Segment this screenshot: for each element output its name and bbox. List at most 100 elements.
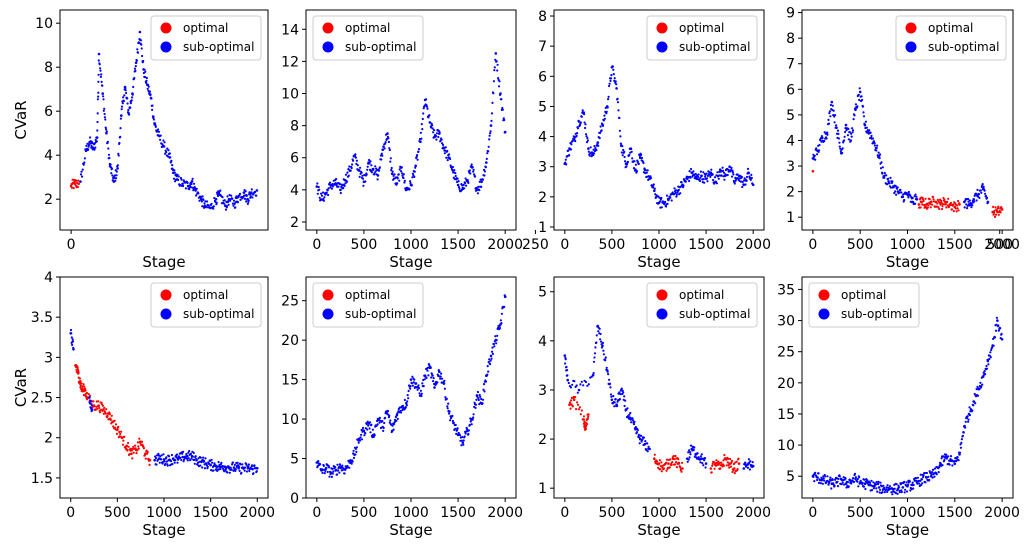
data-point: [839, 150, 842, 153]
data-point: [566, 378, 569, 382]
data-point: [338, 471, 341, 474]
data-point: [199, 456, 202, 459]
data-point: [226, 205, 229, 208]
data-point: [937, 206, 940, 209]
data-point: [844, 482, 848, 486]
data-point: [924, 481, 927, 484]
data-point: [826, 475, 829, 478]
data-point: [461, 436, 464, 439]
data-point: [643, 442, 647, 446]
data-point: [110, 172, 113, 175]
legend-marker-optimal: [818, 289, 830, 301]
data-point: [675, 466, 679, 469]
data-point: [704, 462, 708, 465]
data-point: [97, 91, 100, 94]
data-point: [487, 150, 490, 153]
data-point: [922, 198, 925, 201]
data-point: [97, 95, 100, 98]
subplot-6: 0 500 1000 1500 20000510152025Stageoptimalsu…: [281, 276, 523, 539]
data-point: [370, 423, 373, 426]
data-point: [145, 81, 148, 84]
data-point: [949, 455, 953, 458]
data-point: [216, 194, 219, 198]
data-point: [649, 177, 653, 180]
data-point: [202, 456, 205, 459]
data-point: [674, 454, 677, 458]
data-point: [940, 208, 944, 211]
x-tick-label: 0: [808, 237, 817, 253]
data-point: [149, 93, 152, 96]
data-point: [119, 117, 122, 120]
data-point: [398, 179, 401, 182]
data-point: [881, 491, 884, 494]
data-point: [941, 464, 944, 467]
data-point: [814, 158, 817, 161]
data-point: [689, 451, 692, 454]
data-point: [395, 419, 398, 422]
data-point: [881, 166, 885, 169]
subplot-8: 0 500 1000 1500 20005101520253035Stageoptima…: [777, 276, 1020, 539]
data-point: [577, 408, 581, 411]
data-point: [349, 169, 352, 172]
data-point: [601, 124, 605, 127]
data-point: [176, 461, 179, 464]
data-point: [377, 169, 381, 172]
data-point: [631, 157, 634, 160]
data-point: [962, 431, 965, 434]
data-point: [860, 95, 863, 98]
data-point: [866, 479, 869, 482]
data-point: [223, 202, 226, 205]
data-point: [619, 393, 622, 396]
data-point: [569, 399, 573, 402]
data-point: [220, 461, 223, 464]
data-point: [144, 457, 147, 460]
data-point: [579, 413, 582, 416]
data-point: [77, 179, 80, 182]
data-point: [389, 157, 392, 160]
data-point: [989, 351, 992, 354]
data-point: [717, 177, 720, 180]
data-point: [371, 428, 374, 431]
data-point: [596, 141, 600, 144]
data-point: [380, 152, 383, 155]
y-tick-label: 8: [290, 119, 299, 135]
data-point: [632, 167, 636, 170]
data-point: [417, 150, 420, 153]
data-point: [665, 461, 668, 464]
data-point: [177, 175, 180, 178]
data-point: [488, 138, 491, 141]
data-point: [223, 199, 226, 202]
data-point: [968, 414, 972, 417]
legend-label-optimal: optimal: [345, 288, 390, 302]
data-point: [335, 468, 338, 471]
data-point: [361, 174, 364, 177]
data-point: [965, 203, 968, 206]
data-point: [70, 336, 73, 339]
data-point: [171, 463, 174, 466]
data-point: [718, 168, 722, 171]
data-point: [811, 169, 815, 173]
data-point: [441, 377, 444, 380]
data-point: [329, 471, 333, 475]
data-point: [445, 156, 448, 159]
data-point: [609, 393, 613, 396]
data-point: [396, 417, 399, 420]
data-point: [328, 181, 332, 184]
data-point: [357, 169, 361, 172]
data-point: [660, 470, 663, 473]
x-tick-label: 0: [66, 505, 75, 521]
x-axis-label: Stage: [389, 521, 432, 539]
data-point: [139, 39, 143, 42]
data-point: [443, 387, 446, 390]
data-point: [908, 480, 912, 483]
data-point: [125, 444, 128, 448]
data-point: [743, 177, 746, 180]
data-point: [114, 179, 117, 182]
data-point: [465, 184, 468, 187]
data-point: [145, 76, 148, 80]
data-point: [981, 183, 984, 186]
data-point: [94, 146, 97, 149]
data-point: [638, 437, 642, 441]
data-point: [616, 97, 619, 100]
